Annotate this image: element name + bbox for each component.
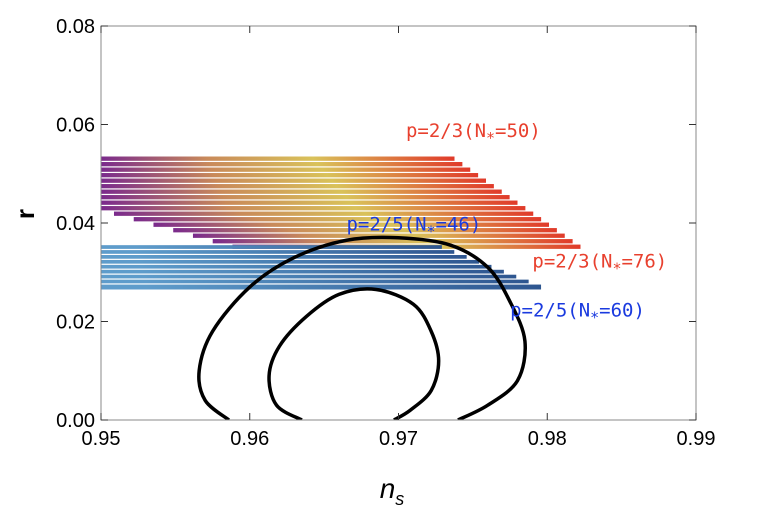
x-tick-label: 0.96 <box>230 428 269 450</box>
annotation-label: p=2/5(N*=46) <box>346 213 481 240</box>
band-p23-strip <box>101 189 502 194</box>
y-tick-label: 0.08 <box>56 16 95 38</box>
band-p23-strip <box>153 222 549 227</box>
annotation-label: p=2/3(N*=50) <box>406 120 541 147</box>
annotation-label: p=2/3(N*=76) <box>532 250 667 277</box>
y-tick-label: 0.02 <box>56 312 95 334</box>
band-p25-strip <box>101 264 492 269</box>
x-tick-label: 0.97 <box>379 428 418 450</box>
ticks: 0.95 0.96 0.97 0.98 0.99 0.00 0.02 0.04 0.06 0.08 <box>56 16 715 450</box>
band-p23-strip <box>101 173 479 178</box>
contours <box>197 235 527 420</box>
band-p25-strip <box>101 274 517 279</box>
band-p25-strip <box>101 284 542 290</box>
band-p23-strip <box>101 178 486 183</box>
contour-inner <box>267 287 441 420</box>
x-axis-label-main: n <box>380 473 396 504</box>
band-p25-strip <box>101 250 455 254</box>
annotation-label: p=2/5(N*=60) <box>510 300 645 327</box>
band-p23-strip <box>101 167 471 172</box>
y-axis-label: r <box>10 209 40 219</box>
band-p23-strip <box>101 195 510 200</box>
y-tick-label: 0.00 <box>56 410 95 432</box>
annotations: p=2/3(N*=50) p=2/3(N*=76) p=2/5(N*=46) p=2/… <box>346 120 667 327</box>
x-axis-label-sub: s <box>395 489 404 509</box>
x-axis-label: ns <box>380 473 405 509</box>
x-tick-label: 0.98 <box>528 428 567 450</box>
contour-outer <box>197 235 527 420</box>
band-p23-strip <box>101 156 455 161</box>
band-p23-strip <box>113 211 534 216</box>
band-p25-strip <box>101 279 529 284</box>
x-tick-label: 0.99 <box>677 428 716 450</box>
band-p23-strip <box>101 162 463 167</box>
band-p23-strip <box>133 217 542 222</box>
band-p23-strip <box>101 200 518 205</box>
band-p25-strip <box>101 259 480 264</box>
band-p23-strip <box>101 184 494 189</box>
y-tick-label: 0.04 <box>56 213 95 235</box>
band-p25-strip <box>101 269 504 274</box>
bands <box>101 156 581 290</box>
band-p25-strip <box>101 255 467 259</box>
y-tick-label: 0.06 <box>56 115 95 137</box>
band-p25-strip <box>101 245 442 249</box>
band-p23-strip <box>101 206 526 211</box>
band-p23-strip <box>173 228 557 233</box>
x-tick-label: 0.95 <box>82 428 121 450</box>
band-p23-strip <box>212 239 573 244</box>
